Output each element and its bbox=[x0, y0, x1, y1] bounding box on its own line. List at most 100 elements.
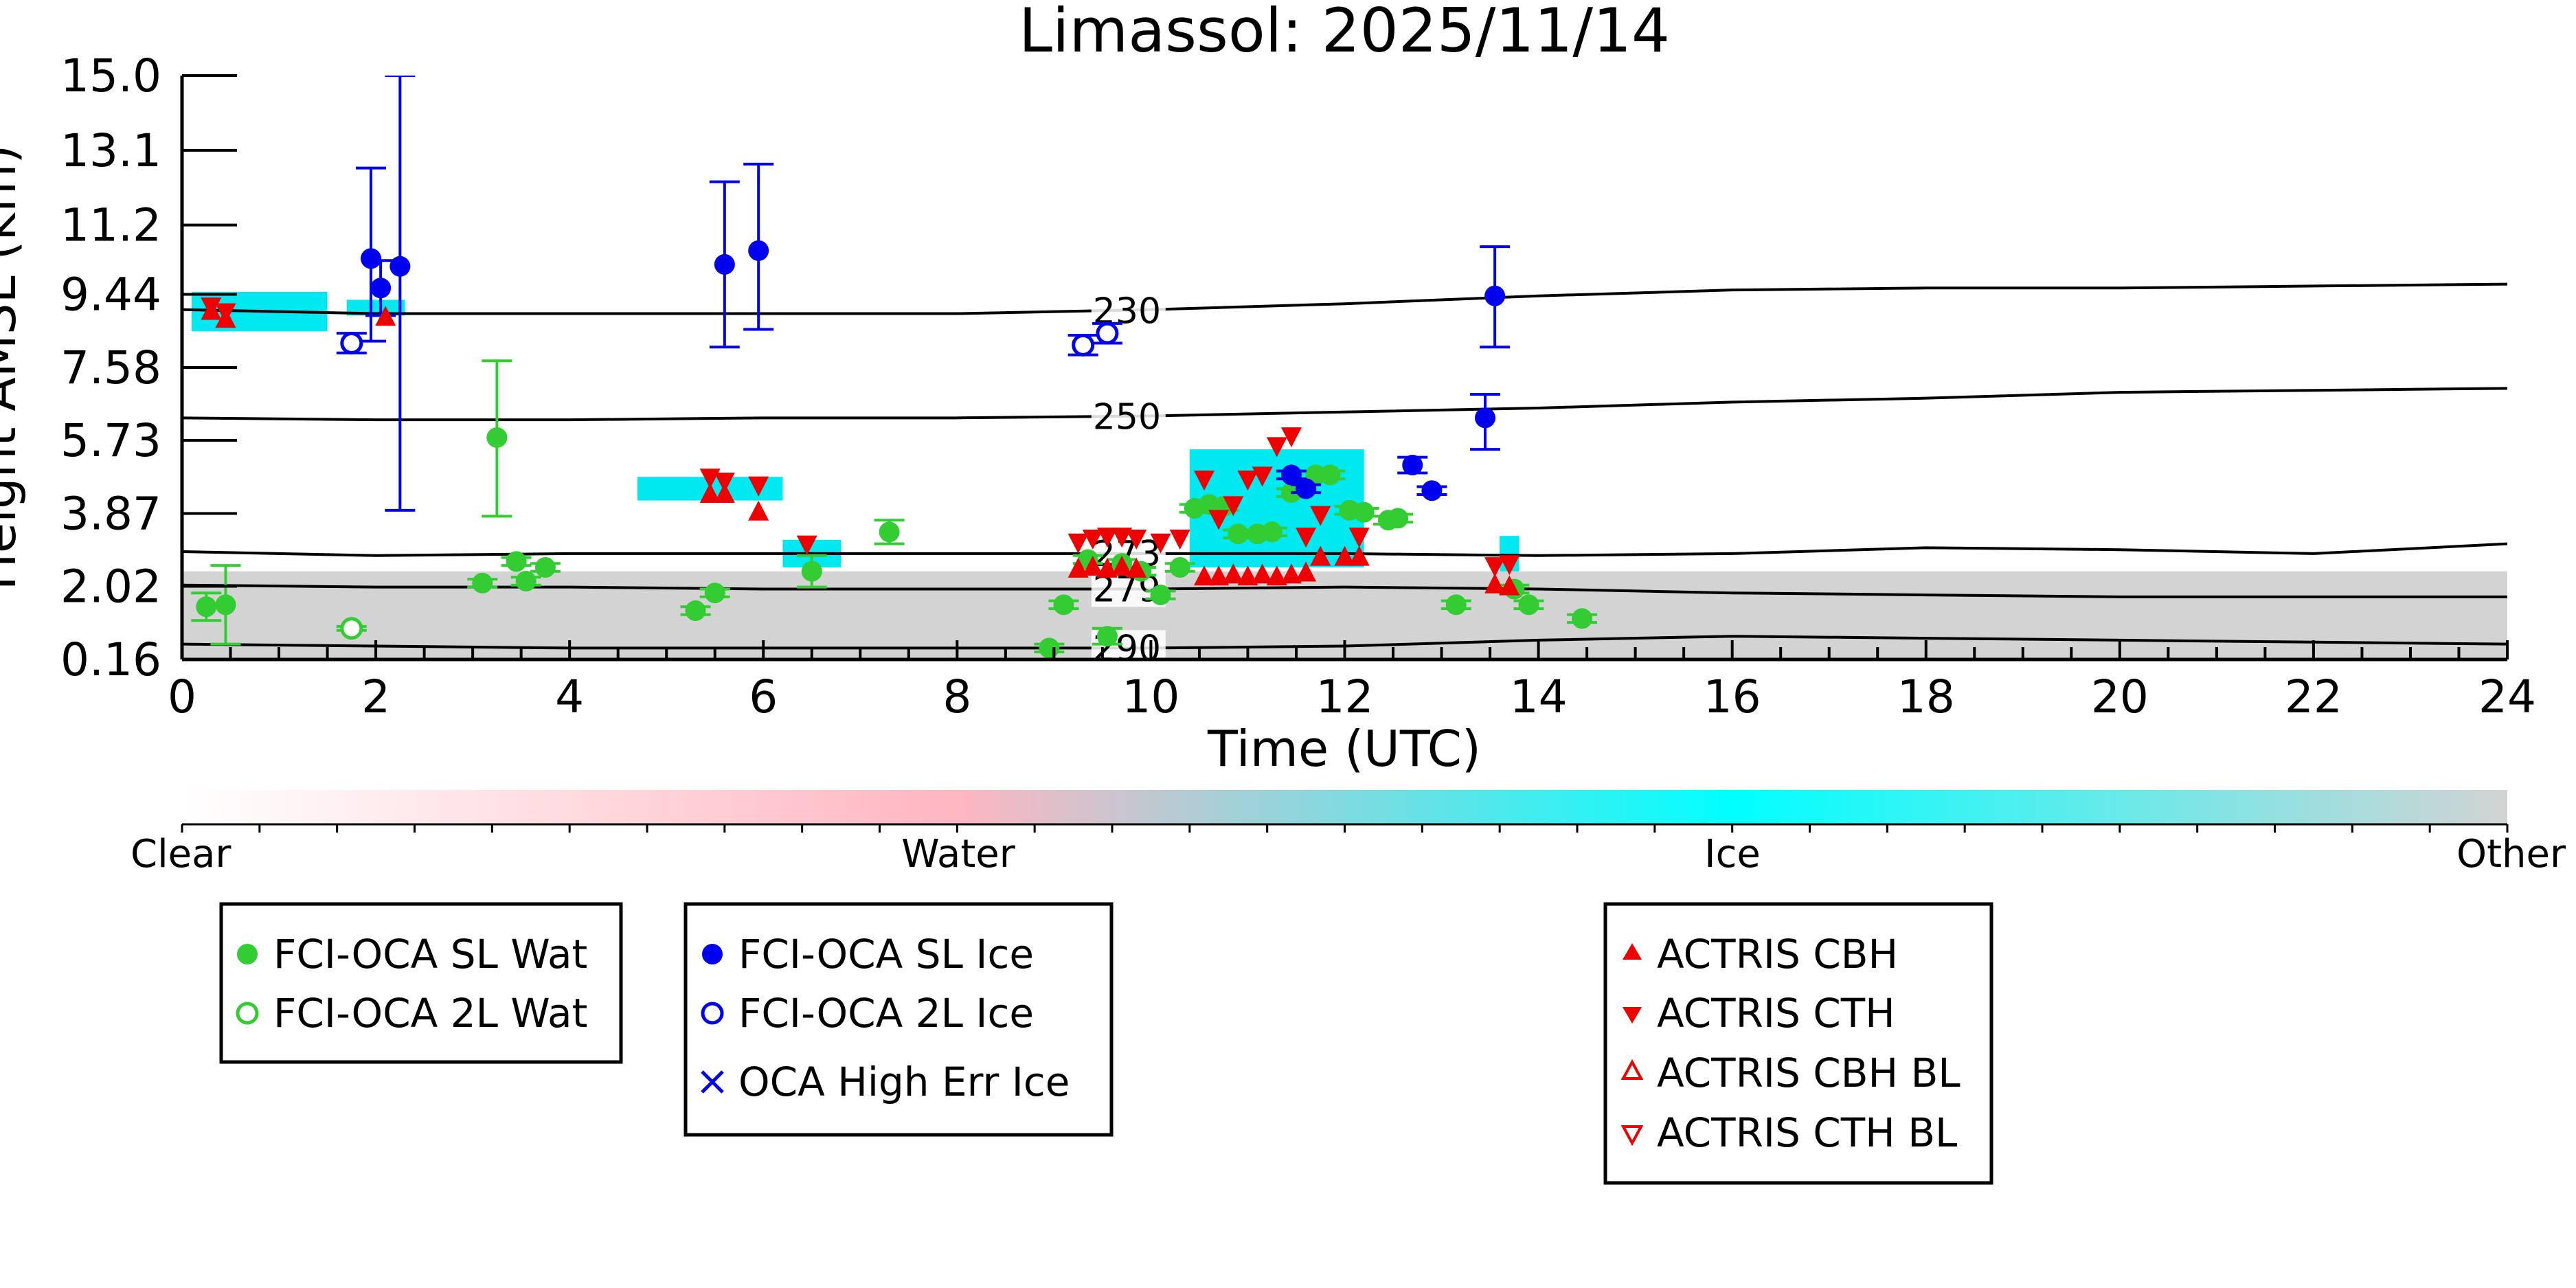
colorbar-gradient bbox=[182, 790, 2507, 824]
fci-oca-sl-ice-point bbox=[1484, 285, 1506, 306]
legend-label-cbh: ACTRIS CBH bbox=[1657, 931, 1898, 978]
actris-cth-point bbox=[1237, 471, 1258, 491]
fci-oca-sl-wat-point bbox=[506, 551, 527, 572]
y-tick-label: 3.87 bbox=[60, 488, 161, 541]
fci-oca-sl-wat-point bbox=[1169, 556, 1190, 578]
fci-oca-sl-wat-point bbox=[685, 600, 706, 621]
actris-cth-point bbox=[748, 476, 769, 497]
actris-cbh-point bbox=[1082, 555, 1103, 576]
fci-oca-sl-wat-point bbox=[1353, 501, 1375, 523]
actris-cth-point bbox=[1208, 510, 1230, 530]
actris-cbh-point bbox=[1348, 545, 1370, 566]
fci-oca-sl-wat-point bbox=[1445, 594, 1467, 615]
actris-cbh-point bbox=[748, 500, 769, 521]
y-tick-label: 0.16 bbox=[60, 633, 161, 686]
actris-cth-point bbox=[1266, 437, 1287, 457]
contour-line-250 bbox=[182, 387, 2507, 422]
actris-cbh-point bbox=[1334, 545, 1355, 566]
chart-title: Limassol: 2025/11/14 bbox=[1019, 0, 1670, 66]
contour-label-bg bbox=[1091, 398, 1166, 435]
actris-cth-point bbox=[201, 297, 222, 318]
y-ticks: 0.16 2.02 3.87 5.73 7.58 9.44 11.2 13.1 15.0 bbox=[60, 49, 237, 686]
legend-label-high-err-ice: OCA High Err Ice bbox=[738, 1059, 1070, 1105]
actris-cth-point bbox=[1126, 530, 1147, 550]
fci-oca-2l-wat-point bbox=[340, 617, 363, 640]
actris-cbh-point bbox=[1252, 563, 1273, 584]
open-triangle-down-icon bbox=[1620, 1125, 1644, 1146]
fci-oca-2l-ice-point bbox=[1072, 333, 1095, 357]
actris-cbh-point bbox=[1223, 563, 1244, 584]
actris-cth-point bbox=[796, 535, 817, 556]
legend-water: FCI-OCA SL Wat FCI-OCA 2L Wat bbox=[219, 902, 623, 1064]
fci-oca-sl-wat-point bbox=[1261, 521, 1283, 543]
legend-ice-frame bbox=[683, 902, 1114, 1137]
y-tick-label: 5.73 bbox=[60, 414, 161, 467]
fci-oca-sl-ice-point bbox=[389, 256, 411, 277]
actris-cbh-point bbox=[375, 306, 396, 326]
axes: 0 2 4 6 8 10 12 14 16 18 20 22 24 0.162.023.875.737.… bbox=[60, 49, 2536, 723]
x-tick-label: 20 bbox=[2091, 670, 2149, 723]
actris-cth-point bbox=[1193, 471, 1214, 491]
colorbar-label-clear: Clear bbox=[131, 832, 231, 877]
triangle-down-icon bbox=[1623, 1007, 1642, 1024]
filled-circle-icon bbox=[237, 944, 258, 964]
actris-cth-point bbox=[1252, 466, 1273, 487]
actris-cth-point bbox=[1296, 528, 1317, 548]
open-circle-icon bbox=[236, 1002, 259, 1025]
x-tick-label: 6 bbox=[749, 670, 778, 723]
legend-label-2l-ice: FCI-OCA 2L Ice bbox=[738, 990, 1034, 1037]
colorbar-label-ice: Ice bbox=[1704, 832, 1761, 877]
actris-cbh-point bbox=[1126, 557, 1147, 578]
x-ticks: 0 2 4 6 8 10 12 14 16 18 20 22 24 bbox=[168, 640, 2536, 723]
actris-cth-point bbox=[1150, 533, 1171, 554]
y-tick-label: 2.02 bbox=[60, 560, 161, 613]
x-tick-label: 4 bbox=[555, 670, 584, 723]
fci-oca-sl-ice-point bbox=[370, 278, 392, 299]
x-icon bbox=[701, 1070, 724, 1094]
fci-oca-sl-wat-point bbox=[534, 556, 556, 578]
y-tick-label: 11.2 bbox=[60, 199, 161, 252]
actris-cbh-point bbox=[1266, 565, 1287, 586]
cloudnet-region-ice bbox=[346, 300, 405, 316]
fci-oca-sl-ice-point bbox=[714, 253, 735, 275]
fci-oca-sl-ice-point bbox=[1280, 464, 1302, 486]
fci-oca-sl-wat-point bbox=[486, 427, 508, 448]
actris-cth-point bbox=[1169, 530, 1190, 550]
actris-cbh-point bbox=[1067, 557, 1089, 578]
actris-cth-point bbox=[1082, 530, 1103, 550]
actris-cth-point bbox=[1096, 528, 1118, 548]
actris-cbh-point bbox=[1484, 573, 1506, 594]
fci-oca-2l-ice-point bbox=[340, 331, 363, 354]
fci-oca-sl-wat-point bbox=[704, 583, 725, 604]
actris-cth-point bbox=[1310, 506, 1331, 526]
actris-cth-point bbox=[1280, 427, 1302, 448]
y-axis-label: Height AMSL (km) bbox=[0, 145, 27, 591]
x-tick-label: 2 bbox=[361, 670, 390, 723]
fci-oca-sl-wat-point bbox=[1572, 608, 1593, 629]
fci-oca-sl-wat-point bbox=[1388, 508, 1409, 529]
fci-oca-sl-wat-point bbox=[1039, 637, 1060, 659]
contour-label-250: 250 bbox=[1093, 396, 1161, 438]
legend-label-cth-bl: ACTRIS CTH BL bbox=[1657, 1109, 1957, 1156]
x-tick-label: 18 bbox=[1897, 670, 1955, 723]
fci-oca-sl-wat-point bbox=[801, 561, 822, 582]
legend-label-cbh-bl: ACTRIS CBH BL bbox=[1657, 1050, 1961, 1096]
fci-oca-sl-wat-point bbox=[515, 571, 536, 592]
fci-oca-sl-ice-point bbox=[361, 248, 382, 269]
x-axis-label: Time (UTC) bbox=[1207, 720, 1481, 778]
fci-oca-sl-ice-point bbox=[1475, 407, 1496, 429]
fci-oca-sl-wat-point bbox=[472, 572, 493, 594]
actris-cbh-point bbox=[1499, 575, 1520, 596]
colorbar-label-water: Water bbox=[901, 832, 1016, 877]
actris-cbh-point bbox=[1096, 557, 1118, 578]
actris-cth-point bbox=[1348, 528, 1370, 548]
y-tick-label: 9.44 bbox=[60, 268, 161, 321]
colorbar-label-other: Other bbox=[2456, 832, 2566, 877]
triangle-up-icon bbox=[1623, 943, 1642, 960]
fci-oca-sl-wat-point bbox=[215, 594, 236, 615]
data-markers bbox=[191, 76, 1598, 659]
x-tick-label: 10 bbox=[1122, 670, 1179, 723]
actris-cth-point bbox=[1484, 557, 1506, 578]
x-tick-label: 0 bbox=[168, 670, 196, 723]
cloudnet-classification-layer bbox=[182, 292, 2507, 659]
